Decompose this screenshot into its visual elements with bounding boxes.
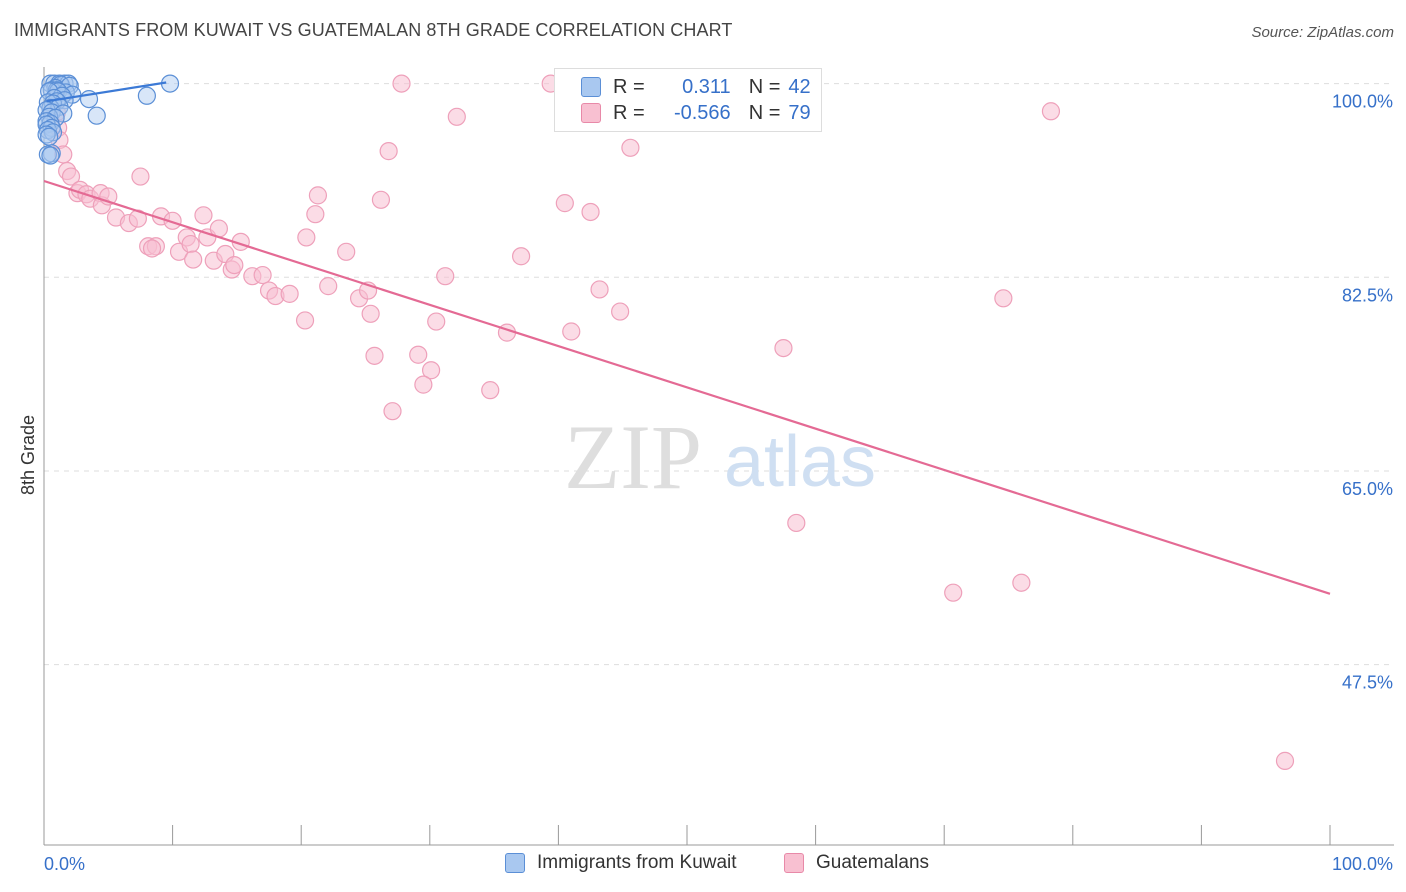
guatemalan-point [365,346,384,365]
guatemalan-point [409,345,428,364]
guatemalan-point [371,190,391,209]
guatemalan-point [512,247,531,266]
guatemalan-point [1041,102,1061,121]
guatemalan-point [436,267,455,286]
legend-r-value-guatemalans: -0.566 [673,101,731,124]
legend-swatch-guatemalans [581,103,601,123]
legend-row-guatemalans: R = -0.566 N = 79 [581,101,811,125]
kuwait-point [40,127,59,146]
guatemalan-point [392,74,411,93]
guatemalan-point [590,280,609,299]
y-tick-label: 47.5% [1342,673,1393,693]
source-label: Source: ZipAtlas.com [1251,24,1394,41]
legend-n-value-kuwait: 42 [788,75,811,98]
legend-n-label: N = [748,101,781,124]
series-legend: Immigrants from Kuwait Guatemalans [0,852,1406,876]
guatemalan-point [295,311,315,330]
trend-lines [43,81,1331,595]
legend-row-kuwait: R = 0.311 N = 42 [581,75,811,99]
guatemalan-point [427,312,446,331]
guatemalan-trend-line [43,179,1331,595]
guatemalan-point [131,167,150,186]
guatemalan-point [194,206,213,225]
guatemalan-point [379,142,398,161]
grid-lines [44,83,1394,666]
y-axis-label: 8th Grade [18,415,38,495]
legend-n-value-guatemalans: 79 [788,101,811,124]
guatemalan-point [581,202,600,222]
watermark-zip: ZIP [564,406,702,508]
legend-r-label: R = [613,101,645,124]
series-legend-label-guatemalans: Guatemalans [816,852,930,873]
guatemalan-point [383,402,402,421]
series-legend-kuwait: Immigrants from Kuwait [505,852,737,874]
guatemalan-point [225,255,244,275]
guatemalan-point [774,338,793,358]
kuwait-trend-line [46,81,167,103]
guatemalan-point [944,583,963,602]
legend-r-value-kuwait: 0.311 [682,75,731,98]
chart-title: IMMIGRANTS FROM KUWAIT VS GUATEMALAN 8TH… [14,20,733,40]
kuwait-point [41,146,60,165]
guatemalan-point [1012,573,1031,592]
guatemalan-point [562,322,581,341]
legend-swatch-kuwait [581,77,601,97]
x-tick-label: 0.0% [44,854,85,874]
watermark: ZIP atlas [564,406,876,508]
guatemalan-point [142,239,162,258]
y-tick-label: 65.0% [1342,479,1393,499]
guatemalan-point [555,194,574,213]
guatemalan-point [253,265,272,285]
guatemalan-point [61,167,81,186]
guatemalan-point [337,242,356,261]
guatemalan-point [306,205,325,224]
guatemalan-point [280,284,299,303]
guatemalan-point [308,186,328,205]
y-tick-label: 82.5% [1342,285,1393,305]
kuwait-point [87,106,106,125]
guatemalan-point [297,228,316,247]
y-tick-label: 100.0% [1332,92,1393,112]
axes [43,67,1394,846]
series-legend-swatch-kuwait [505,853,525,873]
series-legend-guatemalans: Guatemalans [784,852,929,874]
stats-legend: R = 0.311 N = 42 R = -0.566 N = 79 [554,68,822,132]
series-legend-swatch-guatemalans [784,853,804,873]
guatemalan-point [787,513,806,533]
guatemalan-point [414,375,433,394]
kuwait-point [137,86,156,105]
guatemalan-point [181,234,200,254]
watermark-atlas: atlas [724,422,876,502]
kuwait-point [37,125,56,144]
guatemalan-point [994,289,1013,308]
legend-n-label: N = [748,75,781,98]
guatemalan-point [361,304,380,323]
guatemalan-point [421,361,441,380]
guatemalan-point [447,107,466,126]
guatemalan-point [1275,751,1295,770]
guatemalan-point [481,381,500,400]
guatemalan-point [319,277,338,296]
guatemalan-point [184,250,203,269]
series-legend-label-kuwait: Immigrants from Kuwait [537,852,737,873]
guatemalan-point [621,138,640,157]
tick-labels: 100.0% 82.5% 65.0% 47.5% 0.0% 100.0% [44,92,1393,874]
guatemalan-point [163,211,182,230]
x-tick-label: 100.0% [1332,854,1393,874]
legend-r-label: R = [613,75,645,98]
guatemalan-point [611,302,630,321]
